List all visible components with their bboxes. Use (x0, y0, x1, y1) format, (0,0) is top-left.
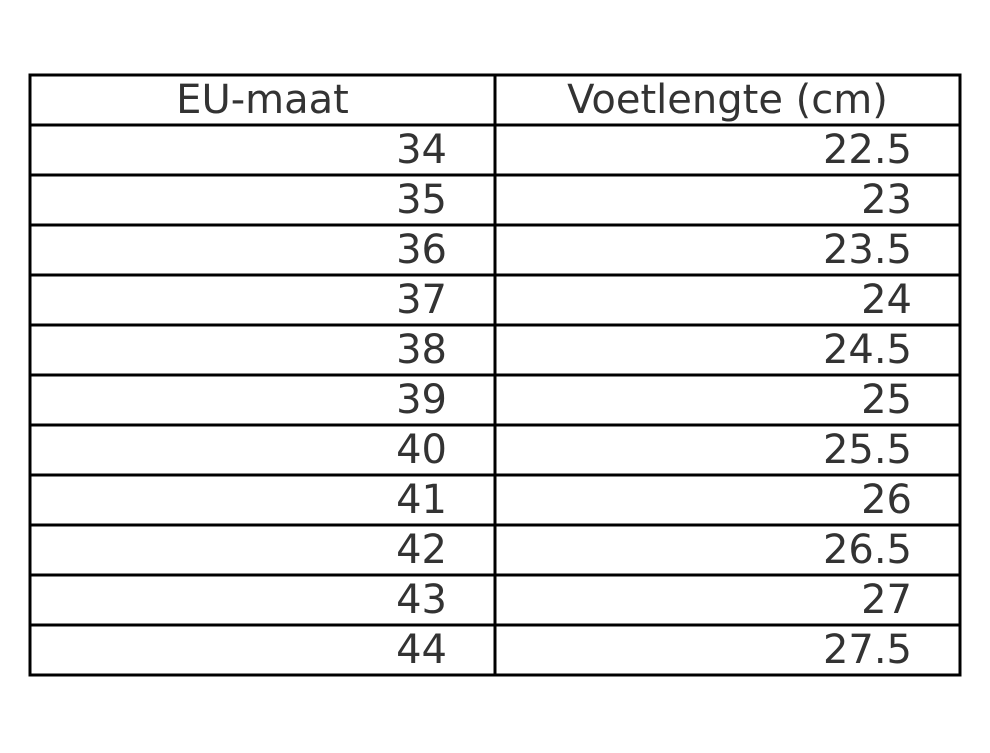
cell: 35 (396, 177, 447, 223)
cell: 37 (396, 277, 447, 323)
cell: 36 (396, 227, 447, 273)
cell: 24 (861, 277, 912, 323)
cell: 25.5 (823, 427, 912, 473)
cell: 26 (861, 477, 912, 523)
cell: 27.5 (823, 627, 912, 673)
header-cell: Voetlengte (cm) (567, 77, 888, 123)
cell: 24.5 (823, 327, 912, 373)
cell: 44 (396, 627, 447, 673)
cell: 39 (396, 377, 447, 423)
cell: 27 (861, 577, 912, 623)
cell: 40 (396, 427, 447, 473)
cell: 23.5 (823, 227, 912, 273)
cell: 26.5 (823, 527, 912, 573)
cell: 22.5 (823, 127, 912, 173)
cell: 25 (861, 377, 912, 423)
cell: 23 (861, 177, 912, 223)
cell: 34 (396, 127, 447, 173)
cell: 42 (396, 527, 447, 573)
cell: 38 (396, 327, 447, 373)
header-cell: EU-maat (176, 77, 349, 123)
cell: 41 (396, 477, 447, 523)
cell: 43 (396, 577, 447, 623)
